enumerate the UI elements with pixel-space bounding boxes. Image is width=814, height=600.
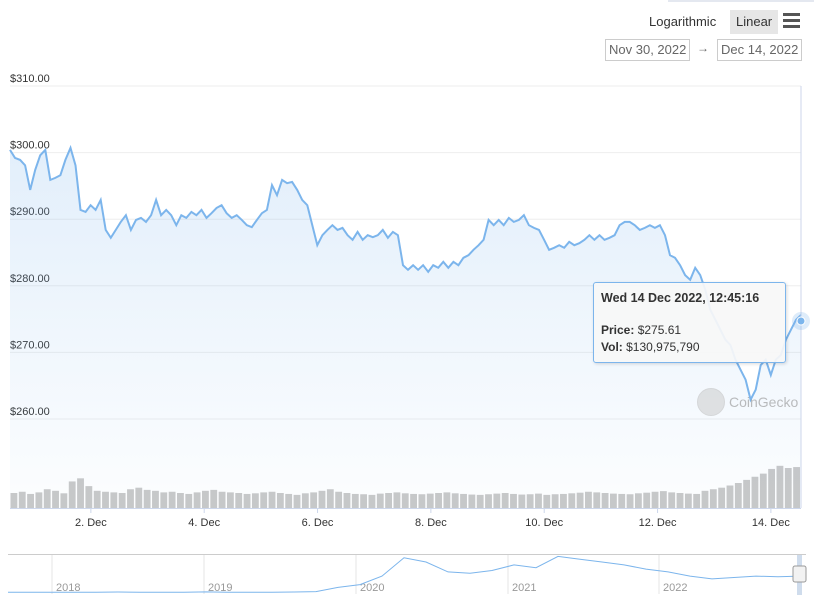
range-from-input[interactable]: Nov 30, 2022 [605,39,691,61]
tooltip-vol: $130,975,790 [626,340,700,354]
watermark-text: CoinGecko [729,394,799,410]
navigator-year-label: 2019 [208,582,232,594]
y-tick-label: $300.00 [10,140,50,152]
price-line [9,144,802,403]
x-tick-label: 12. Dec [639,517,677,529]
navigator-year-label: 2020 [360,582,384,594]
tooltip-price-label: Price: [601,323,635,337]
tooltip-price: $275.61 [637,323,682,337]
x-tick-label: 2. Dec [75,517,107,529]
x-tick-label: 8. Dec [415,517,447,529]
hamburger-menu-icon[interactable] [783,13,800,29]
range-to-input[interactable]: Dec 14, 2022 [717,39,803,61]
logarithmic-scale-button[interactable]: Logarithmic [649,14,717,29]
x-tick-label: 4. Dec [188,517,220,529]
tooltip-title: Wed 14 Dec 2022, 12:45:16 [601,291,760,305]
navigator-line [7,555,801,593]
tooltip-vol-label: Vol: [601,340,623,354]
tooltip: Wed 14 Dec 2022, 12:45:16 Price: $275.61… [593,282,786,363]
coingecko-watermark: CoinGecko [697,388,798,416]
top-scroll-indicator [668,0,814,2]
gecko-logo-icon [697,388,725,416]
navigator-year-label: 2021 [512,582,536,594]
linear-scale-button[interactable]: Linear [730,10,779,34]
range-arrow: → [697,41,709,55]
price-area [10,147,801,508]
navigator-year-label: 2018 [56,582,80,594]
navigator-handle[interactable] [792,565,807,583]
x-tick-label: 6. Dec [302,517,334,529]
x-tick-label: 10. Dec [525,517,563,529]
x-tick-label: 14. Dec [752,517,790,529]
navigator-year-label: 2022 [663,582,687,594]
hover-marker [796,316,806,326]
y-tick-label: $310.00 [10,73,50,85]
